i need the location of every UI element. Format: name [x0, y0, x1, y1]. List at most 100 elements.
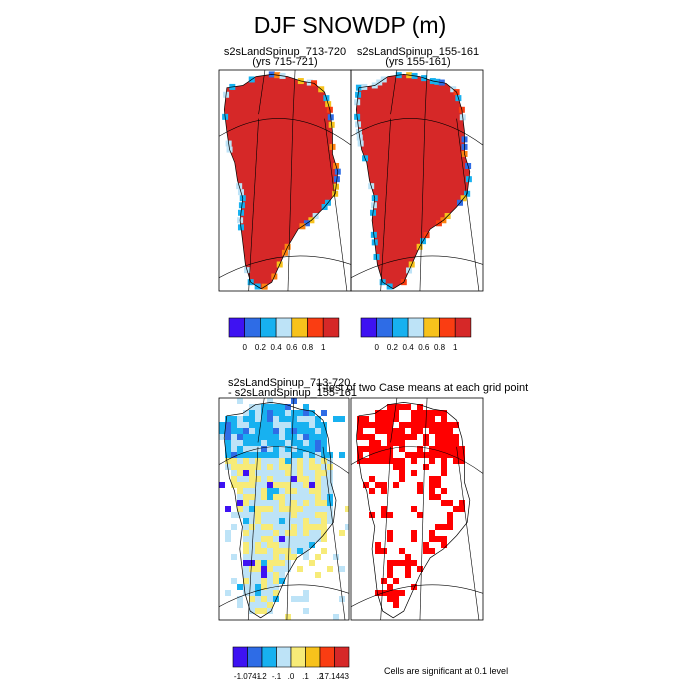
grid-cell [273, 506, 279, 512]
grid-cell [273, 578, 279, 584]
grid-cell [225, 506, 231, 512]
colorbar-tick-label: .2 [317, 672, 324, 681]
grid-cell [231, 434, 237, 440]
significant-cell [381, 416, 387, 422]
grid-cell [237, 398, 243, 404]
significant-cell [411, 410, 417, 416]
grid-cell [225, 452, 231, 458]
significant-cell [387, 434, 393, 440]
grid-cell [249, 494, 255, 500]
significant-cell [447, 434, 453, 440]
significant-cell [429, 482, 435, 488]
meridian-line [390, 398, 398, 443]
grid-cell [315, 536, 321, 542]
grid-cell [261, 482, 267, 488]
colorbar-bin [439, 317, 456, 338]
significant-cell [363, 482, 369, 488]
grid-cell [309, 458, 315, 464]
significant-cell [357, 434, 363, 440]
significant-cell [387, 440, 393, 446]
meridian-line [258, 70, 266, 115]
grid-cell [291, 536, 297, 542]
significant-cell [417, 452, 423, 458]
grid-cell [267, 458, 273, 464]
grid-cell [309, 524, 315, 530]
significant-cell [417, 488, 423, 494]
grid-cell [327, 470, 333, 476]
grid-cell [309, 494, 315, 500]
land-snowdepth-fill [356, 74, 470, 289]
grid-cell [291, 476, 297, 482]
grid-cell [315, 476, 321, 482]
grid-cell [321, 434, 327, 440]
figure-title: DJF SNOWDP (m) [253, 12, 447, 38]
grid-cell [315, 554, 321, 560]
significant-cell [417, 512, 423, 518]
grid-cell [267, 434, 273, 440]
grid-cell [237, 434, 243, 440]
grid-cell [297, 410, 303, 416]
grid-cell [231, 470, 237, 476]
grid-cell [249, 602, 255, 608]
significant-cell [441, 542, 447, 548]
grid-cell [267, 602, 273, 608]
grid-cell [291, 494, 297, 500]
grid-cell [243, 488, 249, 494]
grid-cell [285, 506, 291, 512]
grid-cell [321, 518, 327, 524]
parallel-line [351, 118, 483, 146]
significant-cell [453, 446, 459, 452]
grid-cell [315, 494, 321, 500]
grid-cell [249, 458, 255, 464]
panel-frame [350, 69, 484, 292]
grid-cell [321, 512, 327, 518]
grid-cell [297, 548, 303, 554]
significant-cell [375, 452, 381, 458]
grid-cell [237, 602, 243, 608]
grid-cell [249, 596, 255, 602]
grid-cell [285, 488, 291, 494]
grid-cell [333, 614, 339, 620]
grid-cell [291, 542, 297, 548]
grid-cell [261, 440, 267, 446]
grid-cell [237, 596, 243, 602]
grid-cell [249, 440, 255, 446]
colorbar-bin [360, 317, 377, 338]
grid-cell [225, 416, 231, 422]
grid-cell [273, 584, 279, 590]
grid-cell [285, 524, 291, 530]
grid-cell [279, 434, 285, 440]
grid-cell [261, 518, 267, 524]
grid-cell [345, 506, 349, 512]
grid-cell [327, 482, 333, 488]
grid-cell [303, 548, 309, 554]
grid-cell [279, 428, 285, 434]
grid-cell [225, 590, 231, 596]
grid-cell [297, 524, 303, 530]
grid-cell [261, 578, 267, 584]
grid-cell [255, 470, 261, 476]
grid-cell [261, 572, 267, 578]
colorbar-tick-label: 1 [321, 343, 326, 352]
colorbar-bin [228, 317, 245, 338]
grid-cell [273, 440, 279, 446]
grid-cell [309, 560, 315, 566]
significant-cell [369, 488, 375, 494]
colorbar-bin [291, 317, 308, 338]
significant-cell [423, 452, 429, 458]
grid-cell [279, 500, 285, 506]
grid-cell [315, 470, 321, 476]
grid-cell [261, 500, 267, 506]
panel4-title: T-test of two Case means at each grid po… [316, 382, 529, 394]
grid-cell [261, 608, 267, 614]
significant-cell [411, 458, 417, 464]
panel-frame [218, 397, 350, 621]
grid-cell [297, 506, 303, 512]
grid-cell [231, 446, 237, 452]
grid-cell [315, 524, 321, 530]
grid-cell [273, 536, 279, 542]
grid-cell [249, 446, 255, 452]
panel-ttest-map [351, 398, 483, 620]
grid-cell [237, 452, 243, 458]
